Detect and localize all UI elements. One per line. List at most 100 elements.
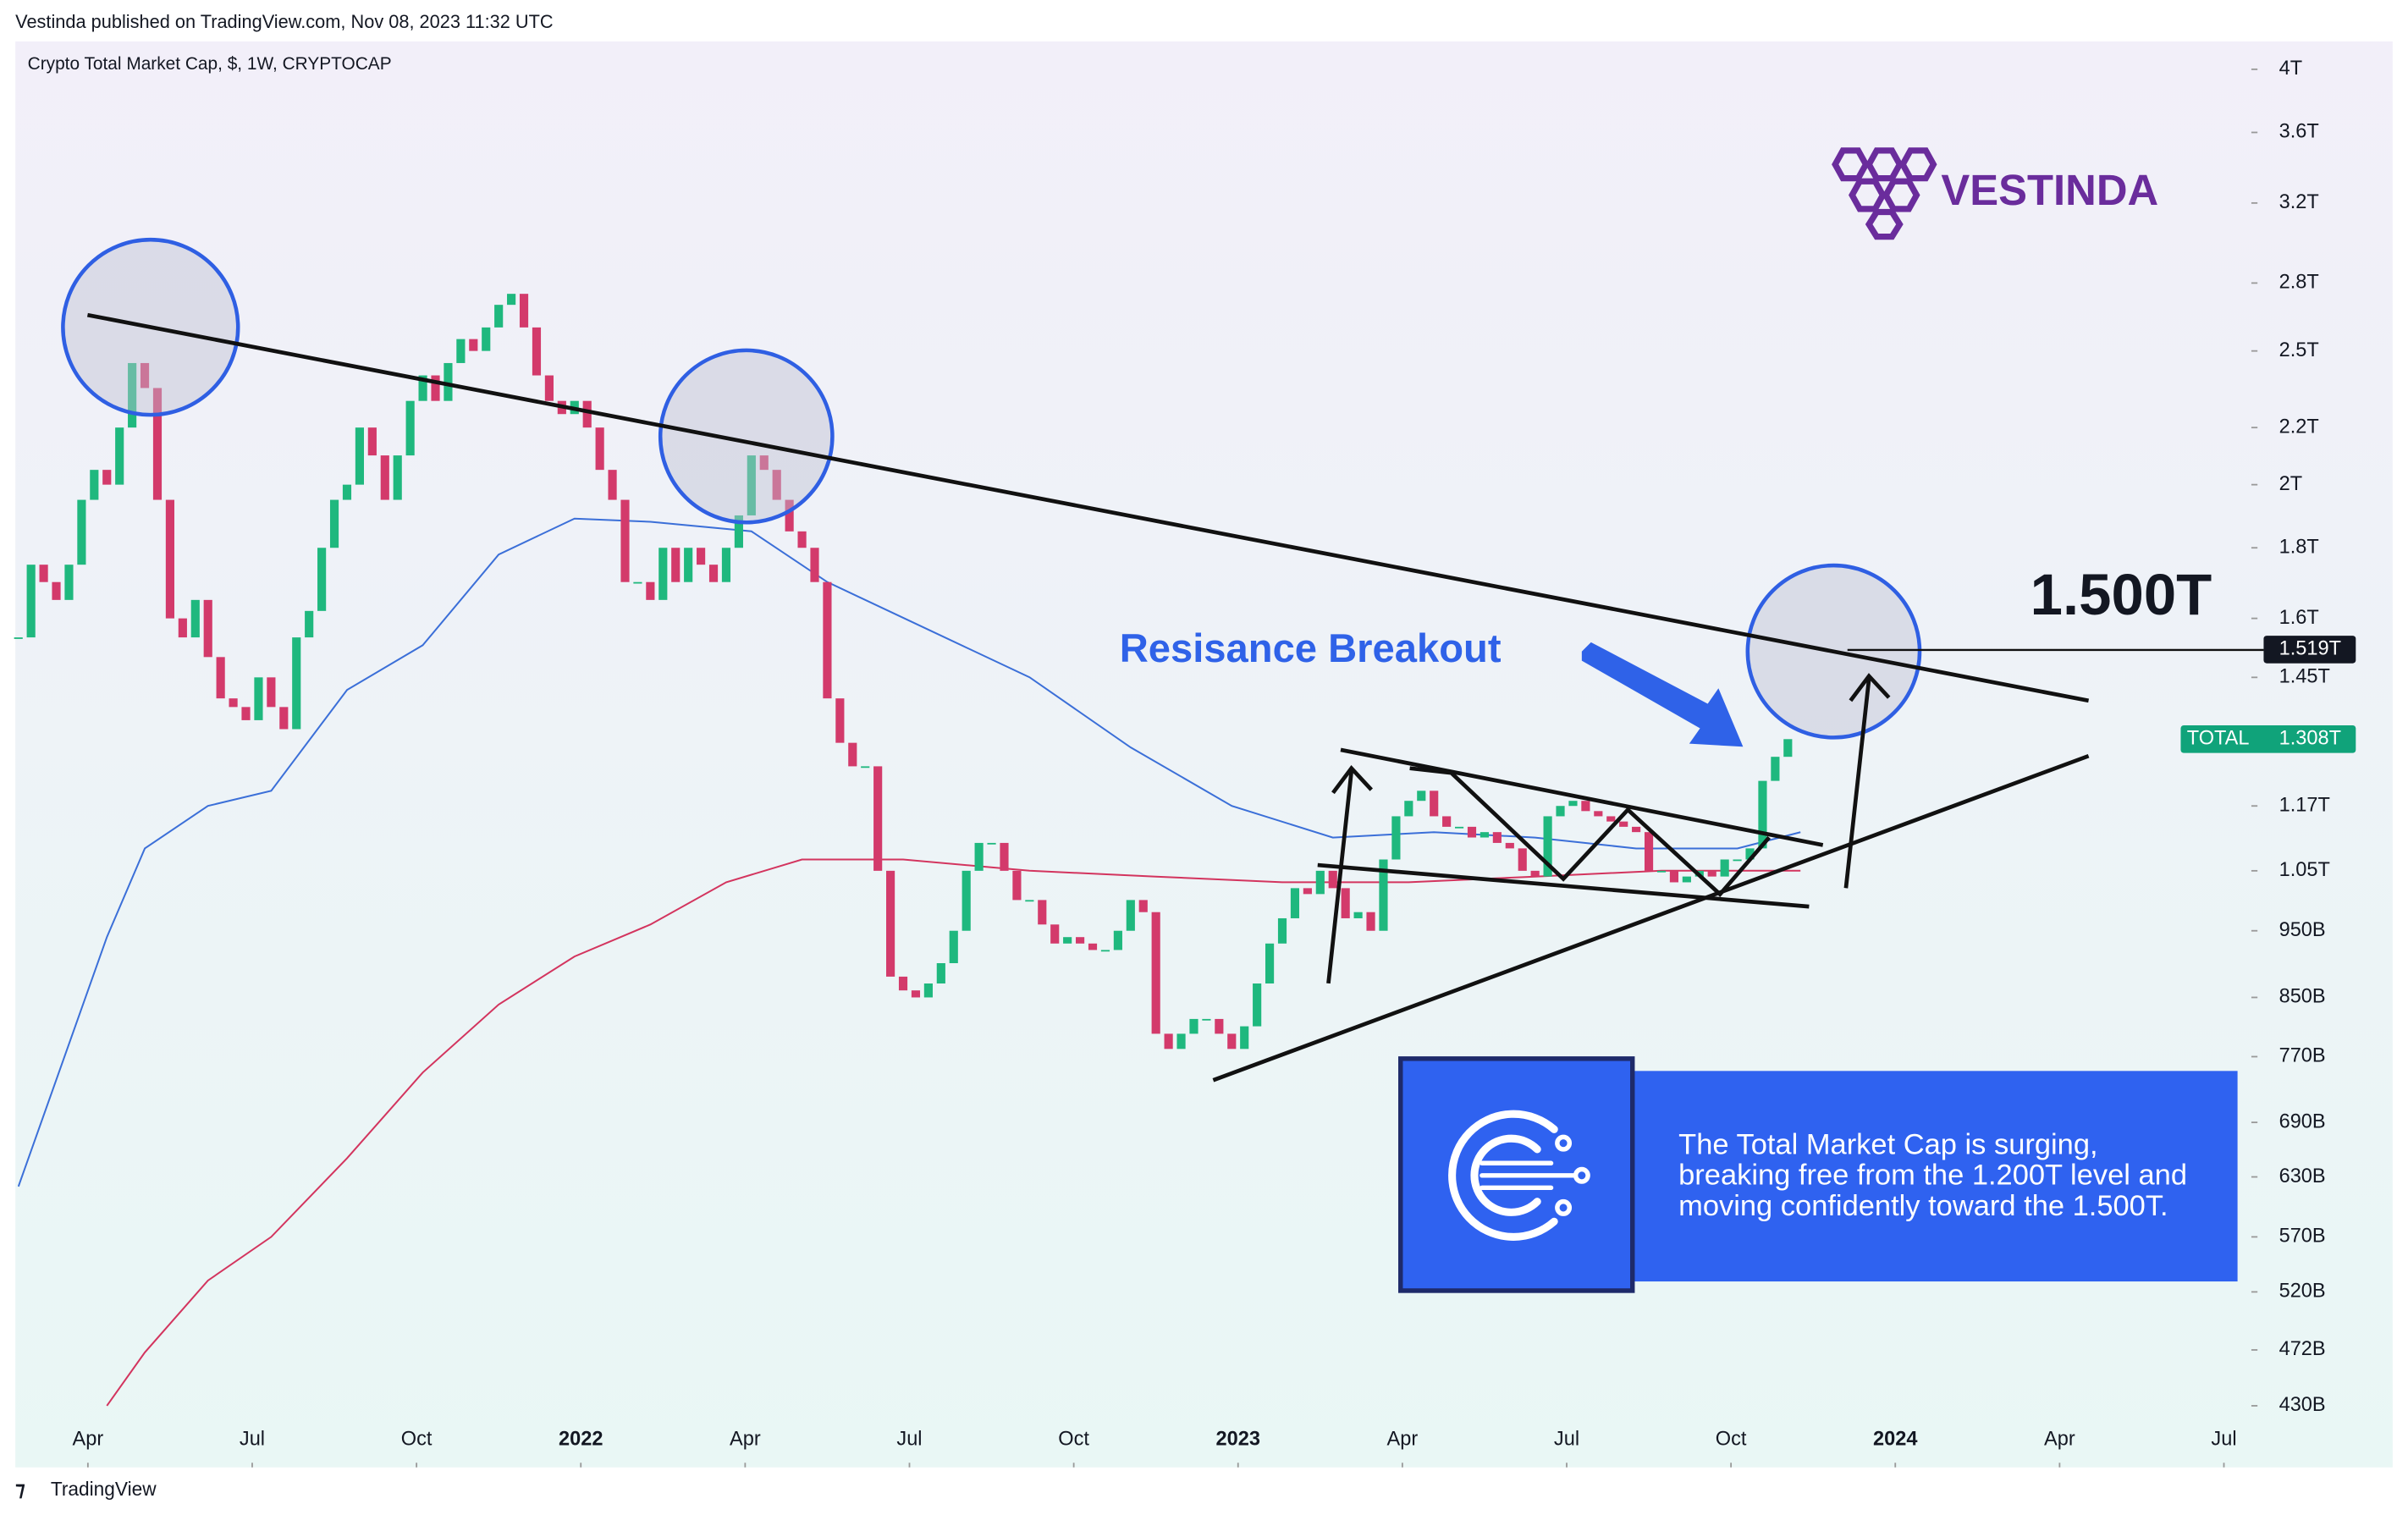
- icon-arc: [1470, 1134, 1541, 1216]
- candle: [1113, 930, 1122, 950]
- candle: [1467, 826, 1477, 838]
- candle: [633, 581, 642, 584]
- candle: [747, 455, 756, 515]
- price-tag: [2263, 636, 2356, 664]
- footer-brand: TradingView: [51, 1478, 157, 1500]
- info-text: The Total Market Cap is surging,: [1678, 1128, 2097, 1160]
- arrow-head: [1849, 673, 1891, 702]
- arrow-head: [1331, 765, 1373, 795]
- y-tick-label: 1.45T: [2279, 665, 2330, 687]
- candle: [1076, 937, 1085, 944]
- candle: [1682, 876, 1691, 883]
- candle: [1391, 816, 1401, 860]
- moving-average: [106, 858, 1801, 1407]
- candle: [1265, 943, 1275, 984]
- target-label: 1.500T: [2031, 562, 2212, 627]
- candle: [1404, 801, 1413, 817]
- candle: [241, 707, 251, 720]
- candle: [1606, 816, 1616, 822]
- candle: [1454, 826, 1464, 829]
- x-tick-label: Jul: [896, 1427, 922, 1449]
- info-text: breaking free from the 1.200T level and: [1678, 1160, 2187, 1192]
- candle: [482, 327, 491, 351]
- candle: [305, 610, 314, 638]
- candle: [1492, 832, 1502, 843]
- candle: [658, 548, 668, 600]
- candle: [52, 581, 61, 600]
- candle: [254, 677, 263, 720]
- resistance-line: [86, 312, 2090, 703]
- y-tick-label: 430B: [2279, 1393, 2326, 1415]
- candle: [1379, 859, 1388, 931]
- icon-node: [1555, 1134, 1573, 1152]
- y-tick-label: 690B: [2279, 1110, 2326, 1132]
- candle: [1518, 848, 1527, 871]
- footer-logo: ⁊: [15, 1478, 25, 1500]
- logo-text: VESTINDA: [1941, 166, 2158, 214]
- candle: [267, 677, 276, 708]
- candle: [1430, 791, 1439, 817]
- candle: [873, 766, 883, 871]
- candle: [1176, 1033, 1186, 1049]
- candle: [1151, 912, 1160, 1034]
- candle: [444, 362, 453, 401]
- x-tick-label: Oct: [1058, 1427, 1089, 1449]
- candle: [974, 842, 984, 871]
- candle: [721, 548, 731, 582]
- candle: [14, 637, 23, 639]
- candle: [987, 842, 996, 845]
- candle: [1227, 1033, 1237, 1049]
- logo-icon: [1832, 147, 1937, 240]
- x-tick-label: Oct: [401, 1427, 433, 1449]
- candle: [1568, 801, 1578, 807]
- info-icon: [1448, 1110, 1590, 1241]
- candle: [1543, 816, 1552, 877]
- candle: [380, 455, 389, 500]
- y-tick-label: 2T: [2279, 472, 2303, 494]
- candle: [1480, 832, 1490, 838]
- candle: [456, 339, 466, 363]
- candle: [861, 766, 870, 769]
- candle: [1341, 888, 1350, 918]
- plot: 4T 3.6T 3.2T 2.8T 2.5T 2.2T 2T 1.8T 1.6T 1.45T 1.1…: [14, 57, 2330, 1468]
- candle: [772, 470, 781, 500]
- y-tick-label: 570B: [2279, 1225, 2326, 1247]
- candle: [759, 455, 769, 471]
- price-tag-label: 1.519T: [2279, 637, 2341, 659]
- x-tick-label: Oct: [1716, 1427, 1747, 1449]
- candle: [620, 499, 630, 582]
- arrow: [1326, 771, 1354, 984]
- candle: [128, 362, 137, 428]
- channel-bottom: [1317, 862, 1810, 909]
- candle: [140, 362, 150, 388]
- candle: [1050, 924, 1060, 944]
- candle: [1303, 888, 1312, 895]
- trendlines: [86, 312, 2264, 1083]
- arrow: [1843, 679, 1871, 889]
- candle: [494, 305, 504, 328]
- candle: [1189, 1018, 1198, 1034]
- candle: [1100, 950, 1110, 952]
- candle: [1164, 1033, 1173, 1049]
- candle: [1720, 859, 1729, 877]
- candle: [165, 499, 175, 619]
- candle: [911, 990, 921, 998]
- candle: [190, 599, 200, 638]
- candle: [936, 962, 945, 984]
- candle: [1669, 870, 1679, 883]
- candle: [1783, 739, 1793, 758]
- candle: [405, 400, 415, 456]
- candle: [342, 484, 352, 500]
- candle: [785, 499, 794, 532]
- candle: [810, 548, 819, 582]
- circle: [658, 348, 835, 525]
- y-tick-label: 3.6T: [2279, 120, 2319, 142]
- candle: [26, 565, 36, 638]
- candle: [1619, 821, 1628, 827]
- candle: [1417, 791, 1426, 802]
- candle: [317, 548, 327, 611]
- y-tick-label: 630B: [2279, 1165, 2326, 1187]
- candle: [1707, 870, 1716, 877]
- candle: [1315, 870, 1325, 895]
- y-tick-label: 1.17T: [2279, 793, 2330, 815]
